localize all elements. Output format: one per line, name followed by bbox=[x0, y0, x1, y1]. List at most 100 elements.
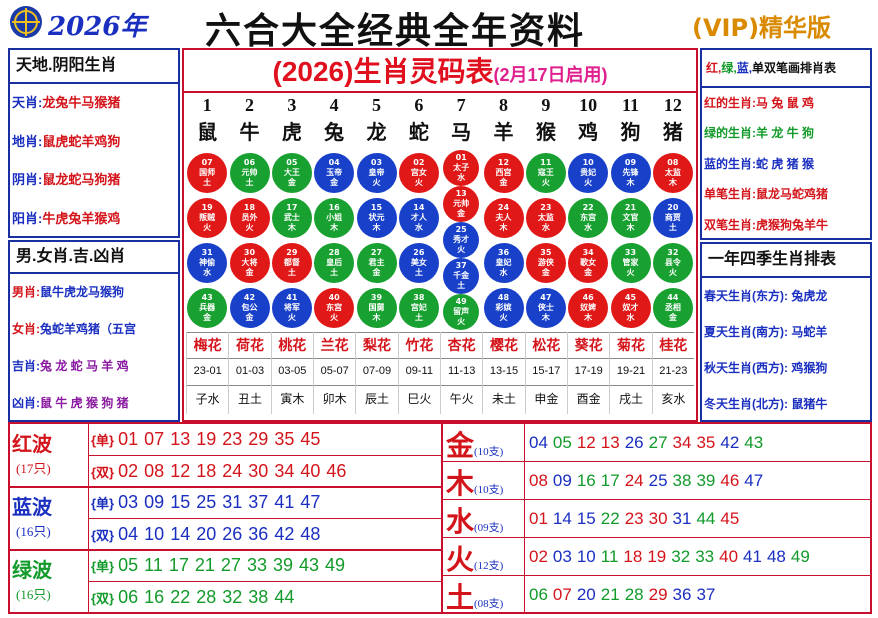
ball-name: 美女 bbox=[410, 257, 427, 267]
ball-num: 11 bbox=[540, 157, 552, 167]
element-number: 04 bbox=[529, 433, 548, 452]
ball-name: 武士 bbox=[283, 212, 300, 222]
ball-num: 25 bbox=[455, 225, 467, 234]
ball: 04 玉帝金 bbox=[314, 152, 355, 193]
element-number: 17 bbox=[600, 471, 620, 490]
row-value: 牛虎兔羊猴鸡 bbox=[42, 210, 121, 226]
row-value: 兔 龙 蛇 马 羊 鸡 bbox=[40, 359, 129, 373]
panel-row: 冬天生肖(北方): 鼠猪牛 bbox=[704, 386, 868, 422]
ball-element: 土 bbox=[414, 312, 423, 322]
element-char: 木 bbox=[446, 468, 475, 499]
ball-element: 水 bbox=[626, 312, 635, 322]
ball: 49 留声火 bbox=[443, 294, 480, 330]
wave-label: {双} bbox=[91, 528, 115, 543]
col-time: 05-07 bbox=[313, 358, 355, 385]
ball-element: 土 bbox=[330, 267, 339, 277]
ball-num: 33 bbox=[624, 247, 637, 257]
row-label: 女肖: bbox=[12, 322, 40, 336]
ball-num: 31 bbox=[201, 247, 213, 257]
element-number: 31 bbox=[672, 509, 692, 528]
col-number: 8 bbox=[498, 95, 508, 115]
panel bbox=[700, 242, 872, 422]
wave-row: {单} 03 09 15 25 31 37 41 47 bbox=[88, 487, 442, 518]
ball-element: 金 bbox=[584, 267, 593, 277]
ball-num: 44 bbox=[667, 292, 679, 302]
wave-number: 04 bbox=[118, 524, 139, 544]
panel-row: 阳肖:牛虎兔羊猴鸡 bbox=[12, 200, 176, 239]
wave-name: 绿波 bbox=[12, 560, 52, 582]
header-part: 单双笔画排肖表 bbox=[752, 61, 837, 75]
ball: 09 先锋木 bbox=[610, 152, 651, 193]
ball-element: 土 bbox=[457, 281, 466, 290]
col-number: 9 bbox=[541, 95, 551, 115]
element-number: 20 bbox=[576, 585, 596, 604]
ball: 06 元帅土 bbox=[229, 152, 270, 193]
ball: 25 秀才火 bbox=[443, 222, 480, 258]
ball-element: 水 bbox=[414, 222, 423, 232]
ball-num: 32 bbox=[667, 247, 679, 257]
ball-name: 元帅 bbox=[241, 167, 258, 177]
row-label: 阴肖: bbox=[12, 172, 43, 187]
ball: 32 县令火 bbox=[652, 242, 693, 283]
element-number: 42 bbox=[720, 433, 740, 452]
ball-element: 金 bbox=[457, 209, 466, 218]
ball-element: 火 bbox=[457, 317, 466, 326]
ball-name: 贵妃 bbox=[580, 167, 597, 177]
wave-number: 40 bbox=[300, 461, 321, 481]
row-label: 天肖: bbox=[12, 95, 43, 110]
row-value: : 鼠猪牛 bbox=[784, 397, 828, 411]
row-value: 鼠虎蛇羊鸡狗 bbox=[42, 133, 121, 149]
row-value: : 兔虎龙 bbox=[784, 289, 828, 303]
wave-number: 37 bbox=[248, 492, 269, 512]
col-number: 1 bbox=[202, 95, 212, 115]
table-subtitle: (2月17日启用) bbox=[493, 65, 608, 85]
row-value: : 马蛇羊 bbox=[784, 325, 828, 339]
ball-element: 金 bbox=[287, 177, 296, 187]
wave-number: 24 bbox=[222, 461, 243, 481]
element-number: 15 bbox=[576, 509, 596, 528]
element-number: 41 bbox=[743, 547, 762, 566]
element-number: 34 bbox=[672, 433, 692, 452]
col-flower: 梨花 bbox=[355, 332, 397, 358]
ball-name: 状元 bbox=[368, 212, 385, 222]
element-number: 46 bbox=[720, 471, 740, 490]
ball-element: 木 bbox=[541, 312, 550, 322]
ball: 19 叛贼火 bbox=[187, 197, 228, 238]
col-time: 03-05 bbox=[270, 358, 313, 385]
ball-name: 都督 bbox=[283, 257, 300, 267]
ball-name: 留声 bbox=[453, 307, 470, 316]
col-flower: 杏花 bbox=[440, 332, 482, 358]
ball-num: 07 bbox=[201, 157, 213, 167]
element-number: 33 bbox=[695, 547, 715, 566]
wave-number: 06 bbox=[118, 587, 139, 607]
ball-name: 夫人 bbox=[495, 212, 512, 222]
ball-num: 15 bbox=[370, 202, 383, 212]
panel-row: 男肖:鼠牛虎龙马猴狗 bbox=[12, 274, 176, 311]
ball-element: 土 bbox=[245, 177, 254, 187]
panel-row: 夏天生肖(南方): 马蛇羊 bbox=[704, 314, 868, 350]
element-number: 22 bbox=[600, 509, 620, 528]
wave-row: {单} 05 11 17 21 27 33 39 43 49 bbox=[88, 550, 442, 581]
element-number: 25 bbox=[648, 471, 668, 490]
ball-element: 金 bbox=[245, 312, 254, 322]
ball-num: 38 bbox=[413, 292, 425, 302]
logo bbox=[10, 6, 42, 38]
ball: 27 君主金 bbox=[356, 242, 397, 283]
element-count: (08支) bbox=[474, 598, 504, 610]
ball-element: 火 bbox=[372, 177, 381, 187]
ball: 13 元帅金 bbox=[443, 186, 480, 222]
wave-row: {双} 04 10 14 20 26 36 42 48 bbox=[88, 518, 442, 549]
ball-name: 奴才 bbox=[622, 302, 639, 312]
wave-number: 16 bbox=[144, 587, 165, 607]
ball: 33 管家火 bbox=[610, 242, 651, 283]
element-count: (12支) bbox=[474, 560, 504, 572]
ball-num: 10 bbox=[582, 157, 594, 167]
ball: 02 宫女火 bbox=[398, 152, 439, 193]
ball: 37 千金土 bbox=[443, 258, 480, 294]
col-number: 5 bbox=[371, 95, 381, 115]
ball: 17 武士木 bbox=[271, 197, 312, 238]
ball-num: 40 bbox=[328, 292, 340, 302]
ball-num: 16 bbox=[328, 202, 340, 212]
ball-num: 28 bbox=[328, 247, 340, 257]
wave-number: 45 bbox=[300, 429, 321, 449]
